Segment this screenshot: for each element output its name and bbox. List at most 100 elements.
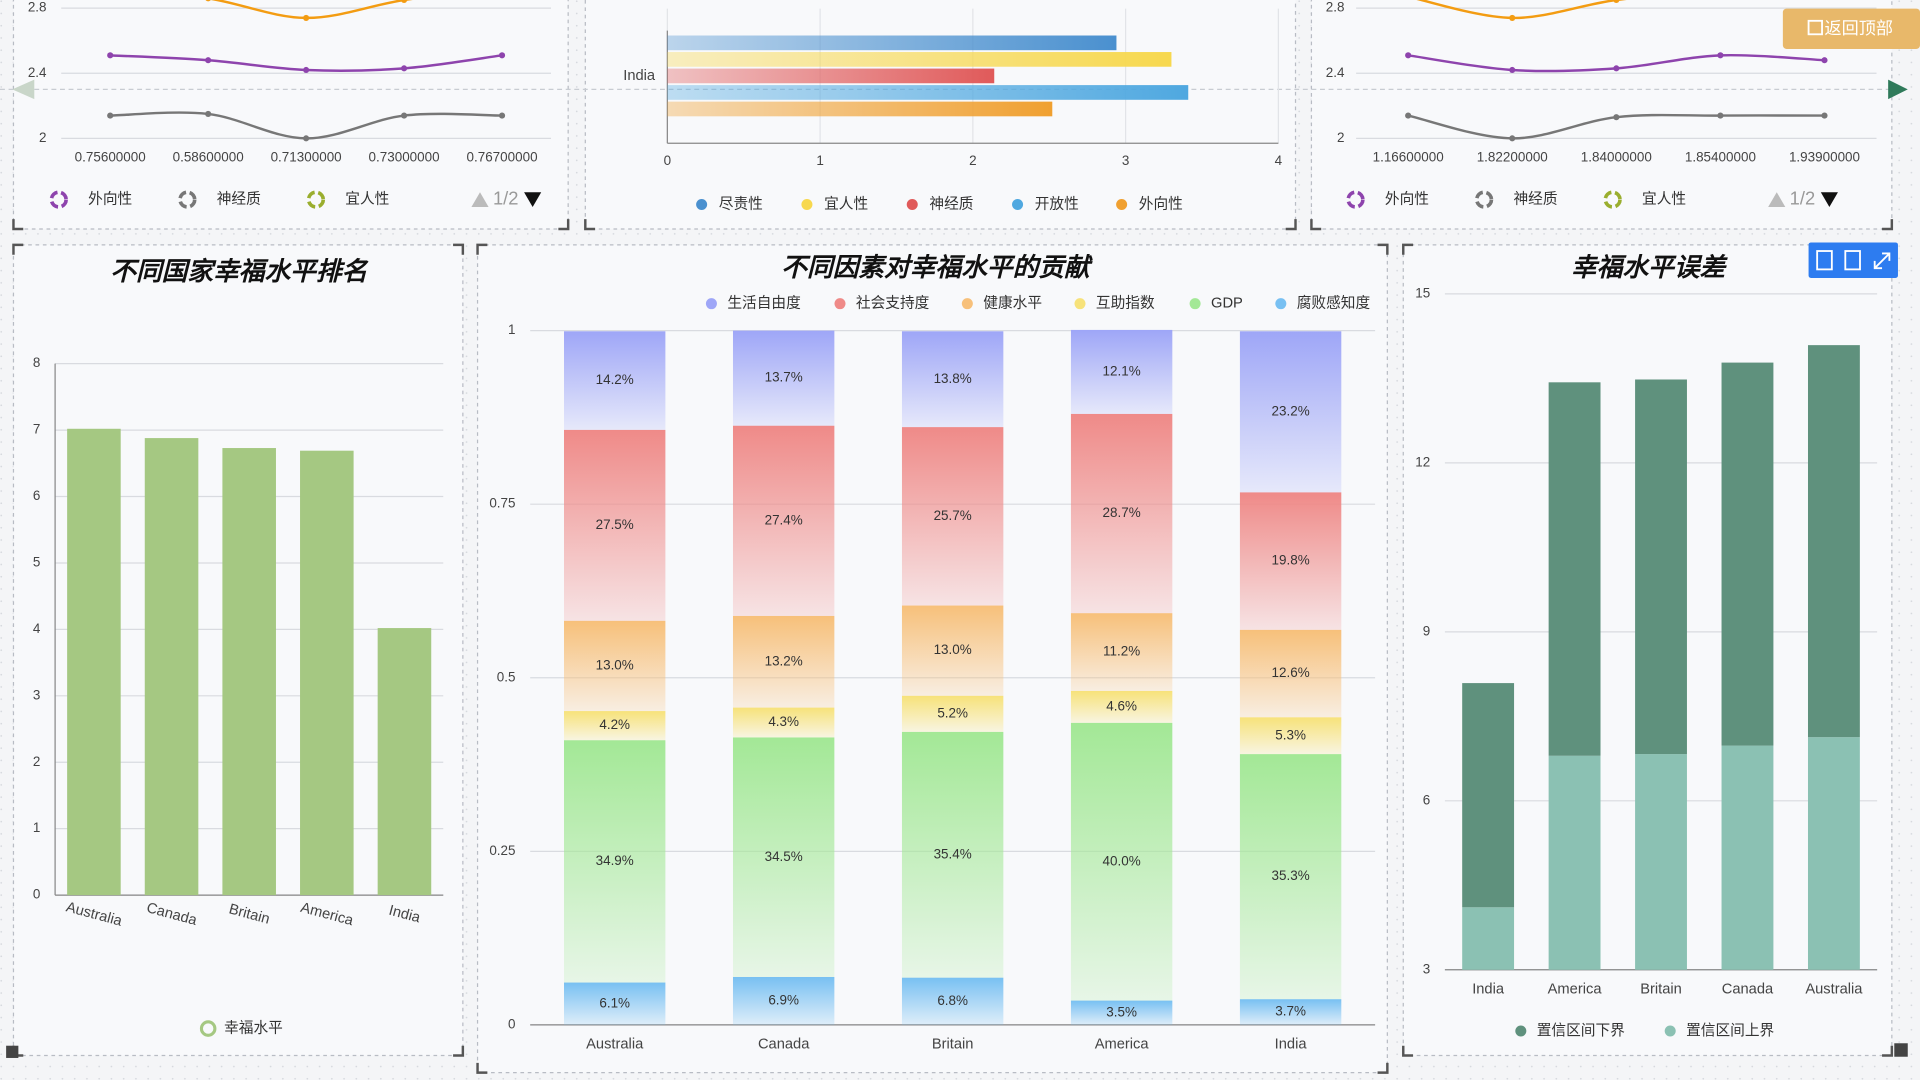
legend-marker[interactable] [1275, 298, 1287, 310]
y-tick-label: 5 [33, 555, 40, 570]
point [1821, 112, 1828, 119]
y-tick-label: 0 [33, 887, 40, 902]
point [1405, 112, 1412, 119]
legend-marker[interactable] [961, 298, 973, 310]
y-tick-label: 0.5 [497, 669, 516, 684]
legend-marker[interactable] [801, 198, 813, 210]
y-tick-label: 2.8 [1326, 0, 1345, 15]
point [401, 0, 408, 4]
x-tick-label: 1.85400000 [1685, 150, 1756, 165]
bar [300, 450, 354, 896]
toolbox-bg [1808, 242, 1898, 278]
bar [1070, 722, 1173, 1001]
bar [1070, 690, 1173, 723]
chart-title: 不同国家幸福水平排名 [110, 257, 368, 286]
point [303, 14, 310, 21]
legend-label: 幸福水平 [224, 1019, 283, 1036]
bar [564, 620, 666, 712]
legend-marker[interactable] [1074, 298, 1086, 310]
legend-marker[interactable] [1116, 198, 1128, 210]
legend-marker[interactable] [1664, 1025, 1676, 1037]
legend-marker[interactable] [1012, 198, 1024, 210]
value-label: 11.2% [1103, 644, 1140, 659]
x-tick-label: Australia [586, 1036, 644, 1052]
tool-icon[interactable] [1844, 250, 1861, 271]
x-tick-label: 0.76700000 [467, 150, 538, 165]
legend-page: 1/2 [1790, 187, 1816, 208]
legend-marker[interactable] [178, 190, 197, 209]
scroll-left[interactable] [12, 79, 35, 100]
y-tick-label: 2.4 [1326, 65, 1345, 80]
bar [222, 448, 276, 896]
bar [732, 425, 835, 616]
bar [1239, 717, 1342, 755]
x-tick-label: India [1472, 981, 1505, 997]
legend-label: 生活自由度 [727, 295, 801, 312]
x-tick-label: 4 [1275, 153, 1283, 168]
point [498, 112, 506, 119]
value-label: 5.2% [937, 705, 968, 720]
y-tick-label: 4 [33, 621, 41, 636]
bar [1239, 331, 1342, 493]
x-tick-label: Canada [1722, 981, 1774, 997]
legend-marker[interactable] [1189, 298, 1201, 310]
point [401, 112, 408, 119]
point [107, 112, 114, 119]
legend-marker[interactable] [1515, 1025, 1527, 1037]
legend-marker[interactable] [199, 1020, 217, 1037]
x-tick-label: 3 [1122, 153, 1129, 168]
legend-label: 神经质 [217, 190, 261, 207]
value-label: 35.3% [1272, 868, 1310, 883]
bar [901, 731, 1004, 978]
bar [732, 976, 835, 1025]
tool-icon[interactable] [1816, 250, 1833, 271]
bar [1635, 379, 1687, 755]
scroll-right[interactable] [1888, 79, 1908, 100]
corner [476, 243, 1389, 1074]
legend-marker[interactable] [906, 198, 918, 210]
legend-marker[interactable] [49, 190, 68, 209]
legend-marker[interactable] [1474, 190, 1494, 209]
back-to-top-button[interactable]: 返回顶部 [1782, 8, 1920, 49]
legend-label: 置信区间下界 [1537, 1022, 1625, 1039]
y-tick-label: 15 [1415, 285, 1430, 300]
legend-marker[interactable] [306, 190, 326, 209]
value-label: 6.1% [599, 995, 630, 1010]
corner [12, 243, 465, 1057]
value-label: 3.5% [1106, 1004, 1137, 1019]
bar [667, 101, 1053, 117]
y-tick-label: 3 [33, 687, 40, 702]
value-label: 14.2% [596, 372, 634, 387]
legend-label: 社会支持度 [856, 295, 930, 312]
bar [1635, 754, 1687, 970]
x-tick-label: Canada [758, 1036, 810, 1052]
legend-label: 尽责性 [719, 195, 763, 212]
y-tick-label: 1 [33, 820, 40, 835]
tool-icon[interactable] [1873, 252, 1891, 270]
legend-marker[interactable] [1603, 190, 1622, 209]
value-label: 27.5% [596, 517, 634, 532]
panel-corners [12, 219, 1894, 1074]
value-label: 23.2% [1272, 403, 1310, 418]
chart-title: 幸福水平误差 [1571, 253, 1729, 282]
bar [901, 427, 1004, 606]
y-tick-label: 2 [1337, 130, 1344, 145]
legend-label: 宜人性 [824, 195, 868, 212]
value-label: 13.7% [765, 370, 803, 385]
y-tick-label: 6 [1423, 792, 1430, 807]
x-tick-label: Britain [1640, 981, 1682, 997]
x-tick-label: 1.93900000 [1789, 150, 1860, 165]
legend-marker[interactable] [834, 298, 846, 310]
bar [564, 740, 666, 983]
bar [1462, 683, 1515, 908]
legend-marker[interactable] [696, 198, 708, 210]
value-label: 4.2% [599, 717, 630, 732]
legend-marker[interactable] [705, 298, 717, 310]
bar [1548, 382, 1601, 756]
y-tick-label: 12 [1415, 454, 1430, 469]
value-label: 12.1% [1103, 363, 1141, 378]
legend-marker[interactable] [1346, 190, 1365, 209]
value-label: 28.7% [1103, 505, 1141, 520]
y-tick-label: India [623, 68, 656, 84]
